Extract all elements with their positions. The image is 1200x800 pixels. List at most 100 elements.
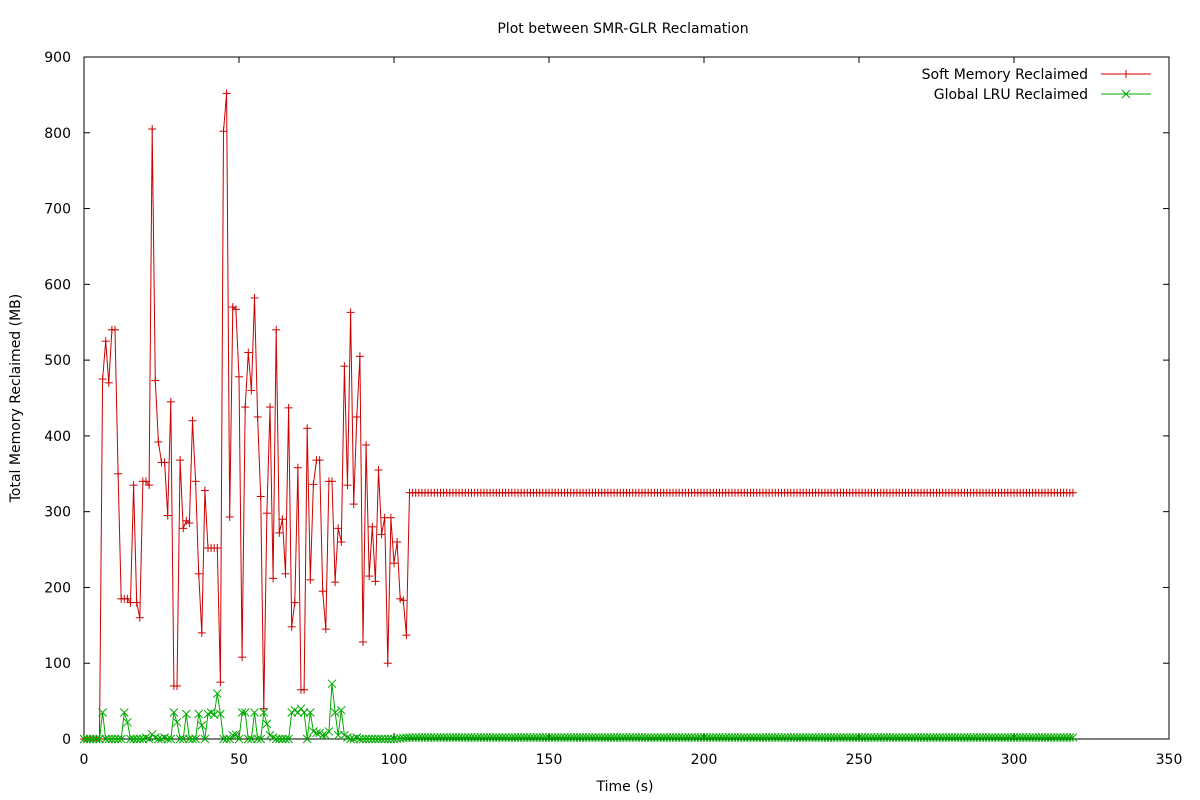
data-point <box>578 733 588 742</box>
marker-stroke <box>693 733 703 742</box>
marker-stroke <box>600 733 610 742</box>
marker-stroke <box>563 733 572 742</box>
data-point <box>259 704 268 713</box>
marker-stroke <box>101 734 111 744</box>
marker-stroke <box>938 733 948 742</box>
data-point <box>972 733 982 742</box>
y-tick-label: 800 <box>44 126 71 142</box>
data-point <box>82 734 92 744</box>
data-point <box>98 708 107 717</box>
marker-stroke <box>411 733 421 742</box>
data-point <box>1018 733 1028 742</box>
marker-stroke <box>736 733 746 742</box>
marker-stroke <box>417 733 427 742</box>
data-point <box>860 733 870 742</box>
marker-stroke <box>110 734 120 744</box>
marker-stroke <box>113 734 123 744</box>
data-point <box>814 733 824 742</box>
marker-stroke <box>646 733 656 742</box>
y-tick-label: 100 <box>44 656 71 672</box>
marker-stroke <box>894 733 904 742</box>
data-point <box>597 733 607 742</box>
marker-stroke <box>498 733 507 742</box>
marker-stroke <box>956 733 966 742</box>
data-point <box>436 733 445 742</box>
marker-stroke <box>619 733 628 742</box>
data-point <box>336 705 346 715</box>
data-point <box>247 386 256 395</box>
data-point <box>1006 733 1016 742</box>
data-point <box>154 437 163 446</box>
marker-stroke <box>516 733 526 742</box>
marker-stroke <box>79 734 89 744</box>
data-point <box>1049 733 1059 742</box>
data-point <box>241 403 250 412</box>
marker-stroke <box>575 733 585 742</box>
marker-stroke <box>367 734 377 744</box>
data-point <box>306 575 315 584</box>
data-point <box>932 733 941 742</box>
data-point <box>997 733 1006 742</box>
data-point <box>390 559 398 568</box>
marker-stroke <box>1031 733 1041 742</box>
data-point <box>845 733 855 742</box>
marker-stroke <box>671 733 681 742</box>
data-point <box>234 734 244 744</box>
marker-stroke <box>501 733 510 742</box>
data-point <box>491 733 501 742</box>
data-point <box>145 481 154 490</box>
data-point <box>504 733 514 742</box>
x-tick-label: 200 <box>691 752 718 768</box>
data-point <box>882 733 892 742</box>
series-layer <box>79 89 1078 744</box>
data-point <box>256 492 265 501</box>
marker-stroke <box>901 733 910 742</box>
data-point <box>764 733 774 742</box>
marker-stroke <box>774 733 783 742</box>
data-point <box>439 733 448 742</box>
marker-stroke <box>572 733 582 742</box>
data-point <box>321 625 330 634</box>
marker-stroke <box>262 719 272 729</box>
data-point <box>752 733 762 742</box>
marker-stroke <box>433 733 442 742</box>
data-point <box>172 717 182 727</box>
data-point <box>646 733 656 742</box>
marker-stroke <box>581 733 591 742</box>
marker-stroke <box>1056 733 1065 742</box>
data-point <box>324 727 334 736</box>
marker-stroke <box>566 733 576 742</box>
marker-stroke <box>916 733 926 742</box>
data-point <box>197 628 206 637</box>
marker-stroke <box>318 730 328 740</box>
data-point <box>1037 733 1047 742</box>
data-point <box>960 733 969 742</box>
marker-stroke <box>181 709 191 719</box>
marker-stroke <box>814 733 824 742</box>
legend-label: Global LRU Reclaimed <box>934 87 1088 103</box>
marker-stroke <box>898 733 907 742</box>
marker-stroke <box>975 733 985 742</box>
marker-stroke <box>941 733 951 742</box>
data-point <box>941 733 951 742</box>
marker-stroke <box>1065 733 1075 742</box>
marker-stroke <box>315 728 324 738</box>
marker-stroke <box>361 734 371 744</box>
data-point <box>269 574 278 583</box>
data-point <box>169 708 179 717</box>
marker-stroke <box>107 734 117 744</box>
data-point <box>591 733 600 742</box>
marker-stroke <box>978 733 988 742</box>
marker-stroke <box>925 733 935 742</box>
data-point <box>1012 733 1022 742</box>
marker-stroke <box>557 733 566 742</box>
marker-stroke <box>801 733 811 742</box>
x-tick-label: 250 <box>846 752 873 768</box>
marker-stroke <box>1049 733 1059 742</box>
marker-stroke <box>82 734 92 744</box>
marker-stroke <box>637 733 647 742</box>
data-point <box>157 734 166 744</box>
marker-stroke <box>668 733 678 742</box>
marker-stroke <box>842 733 851 742</box>
marker-stroke <box>758 733 768 742</box>
